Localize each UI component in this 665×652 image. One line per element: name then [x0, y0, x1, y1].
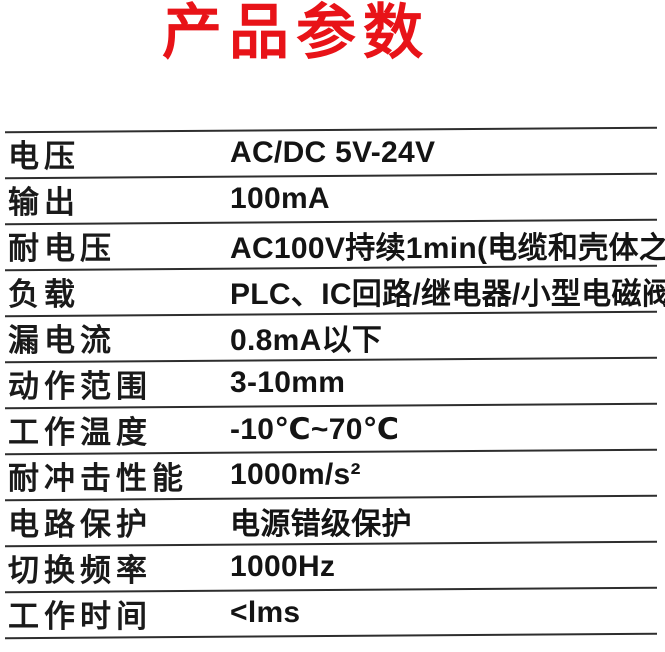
param-value: 3-10mm	[230, 366, 346, 399]
spec-table: 电压 AC/DC 5V-24V 输出 100mA 耐电压 AC100V持续1mi…	[0, 126, 665, 640]
param-value: <lms	[230, 596, 301, 629]
param-label: 电路保护	[8, 506, 152, 542]
param-label: 输出	[8, 184, 80, 220]
param-value: 0.8mA以下	[230, 324, 383, 357]
param-label: 耐电压	[8, 230, 116, 266]
param-row-leakage-current: 漏电流 0.8mA以下	[0, 315, 665, 359]
param-row-working-time: 工作时间 <lms	[0, 591, 665, 635]
param-label: 工作温度	[8, 414, 152, 450]
param-label: 负载	[8, 276, 80, 312]
param-label: 切换频率	[8, 552, 152, 588]
param-label: 电压	[8, 138, 80, 174]
page-title: 产品参数	[162, 0, 430, 66]
param-value: AC100V持续1min(电缆和壳体之间)	[230, 232, 665, 265]
param-value: 1000m/s²	[230, 458, 361, 491]
param-row-output: 输出 100mA	[0, 177, 665, 221]
param-value: -10℃~70℃	[230, 412, 400, 446]
param-row-withstand-voltage: 耐电压 AC100V持续1min(电缆和壳体之间)	[0, 223, 665, 267]
param-label: 工作时间	[8, 598, 152, 634]
param-value: 1000Hz	[230, 550, 336, 583]
param-value: PLC、IC回路/继电器/小型电磁阀	[230, 278, 665, 311]
param-row-operating-range: 动作范围 3-10mm	[0, 361, 665, 405]
param-row-circuit-protection: 电路保护 电源错级保护	[0, 499, 665, 543]
param-row-shock-resistance: 耐冲击性能 1000m/s²	[0, 453, 665, 497]
param-row-voltage: 电压 AC/DC 5V-24V	[0, 131, 665, 175]
param-value: 电源错级保护	[230, 508, 412, 541]
param-value: 100mA	[230, 182, 330, 215]
param-label: 动作范围	[8, 368, 152, 404]
param-value: AC/DC 5V-24V	[230, 136, 436, 169]
param-label: 漏电流	[8, 322, 116, 358]
param-row-working-temperature: 工作温度 -10℃~70℃	[0, 407, 665, 451]
param-row-switching-frequency: 切换频率 1000Hz	[0, 545, 665, 589]
param-row-load: 负载 PLC、IC回路/继电器/小型电磁阀	[0, 269, 665, 313]
param-label: 耐冲击性能	[8, 460, 188, 496]
